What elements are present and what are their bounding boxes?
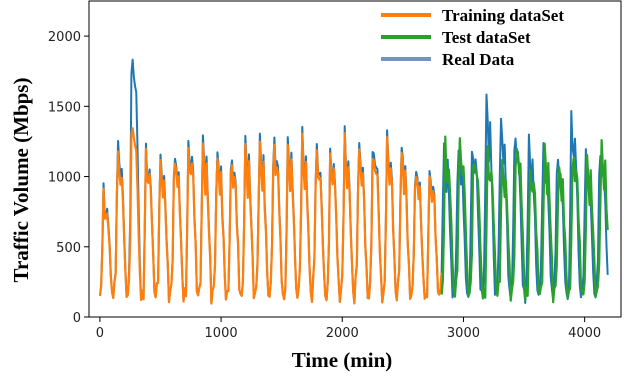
x-tick-label: 3000 bbox=[447, 326, 480, 341]
legend-label: Training dataSet bbox=[442, 6, 564, 25]
series-line-training-dataset bbox=[98, 127, 443, 305]
x-tick-label: 1000 bbox=[205, 326, 238, 341]
y-tick-label: 1500 bbox=[48, 100, 81, 115]
y-tick-label: 2000 bbox=[48, 30, 81, 45]
legend-entry-training-dataset: Training dataSet bbox=[381, 6, 564, 25]
legend-label: Test dataSet bbox=[442, 28, 531, 47]
legend-label: Real Data bbox=[442, 50, 515, 69]
series-line-test-dataset bbox=[440, 135, 609, 304]
y-axis-label: Traffic Volume (Mbps) bbox=[9, 78, 33, 283]
legend-entry-real-data: Real Data bbox=[381, 50, 515, 69]
legend-entry-test-dataset: Test dataSet bbox=[381, 28, 531, 47]
y-tick-label: 1000 bbox=[48, 171, 81, 186]
series-layer bbox=[98, 58, 609, 305]
x-tick-label: 0 bbox=[96, 326, 104, 341]
legend: Training dataSet Test dataSet Real Data bbox=[381, 6, 564, 69]
x-tick-label: 2000 bbox=[326, 326, 359, 341]
x-tick-label: 4000 bbox=[568, 326, 601, 341]
plot-area-frame bbox=[88, 0, 622, 318]
x-axis-label: Time (min) bbox=[292, 348, 393, 372]
axes: 0 1000 2000 3000 4000 0 500 1000 1500 2000 bbox=[48, 30, 601, 341]
y-tick-label: 0 bbox=[73, 311, 81, 326]
y-tick-label: 500 bbox=[56, 241, 81, 256]
